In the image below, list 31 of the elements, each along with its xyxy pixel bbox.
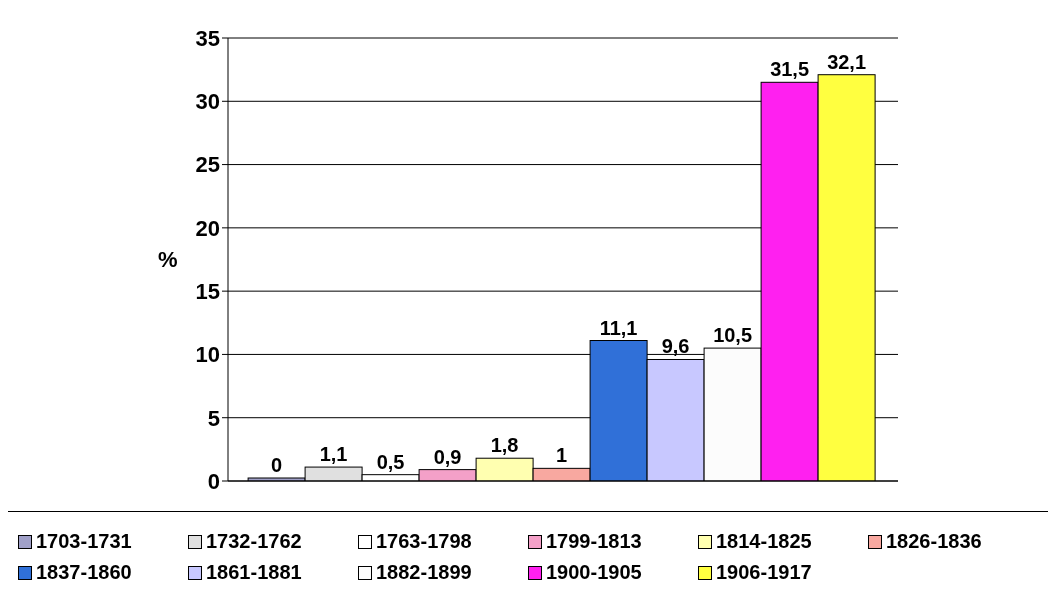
data-label: 32,1: [827, 50, 867, 73]
y-tick-label: 30: [195, 89, 220, 115]
data-label: 9,6: [661, 335, 690, 358]
legend-label: 1763-1798: [376, 530, 472, 553]
legend-label: 1703-1731: [36, 530, 132, 553]
y-tick-label: 35: [195, 25, 220, 51]
data-label: 1,1: [319, 443, 348, 466]
y-axis-title: %: [158, 247, 178, 273]
legend-label: 1799-1813: [546, 530, 642, 553]
y-tick-label: 20: [195, 215, 220, 241]
legend-label: 1732-1762: [206, 530, 302, 553]
data-label: 10,5: [713, 324, 753, 347]
data-label: 0,5: [376, 450, 405, 473]
legend-label: 1826-1836: [886, 530, 982, 553]
data-label: 1,8: [490, 434, 519, 457]
y-tick-label: 0: [207, 468, 220, 494]
data-label: 11,1: [599, 316, 638, 339]
y-tick-label: 10: [195, 342, 220, 368]
legend-label: 1861-1881: [206, 561, 302, 584]
legend-label: 1837-1860: [36, 561, 132, 584]
data-label: 1: [556, 444, 568, 467]
y-tick-label: 5: [207, 405, 220, 431]
legend-label: 1882-1899: [376, 561, 472, 584]
y-tick-label: 25: [195, 152, 220, 178]
legend-label: 1906-1917: [716, 561, 812, 584]
y-tick-label: 15: [195, 278, 220, 304]
legend-label: 1900-1905: [546, 561, 642, 584]
data-label: 31,5: [770, 58, 810, 81]
data-label: 0: [271, 454, 283, 476]
legend-label: 1814-1825: [716, 530, 812, 553]
data-label: 0,9: [433, 445, 462, 468]
